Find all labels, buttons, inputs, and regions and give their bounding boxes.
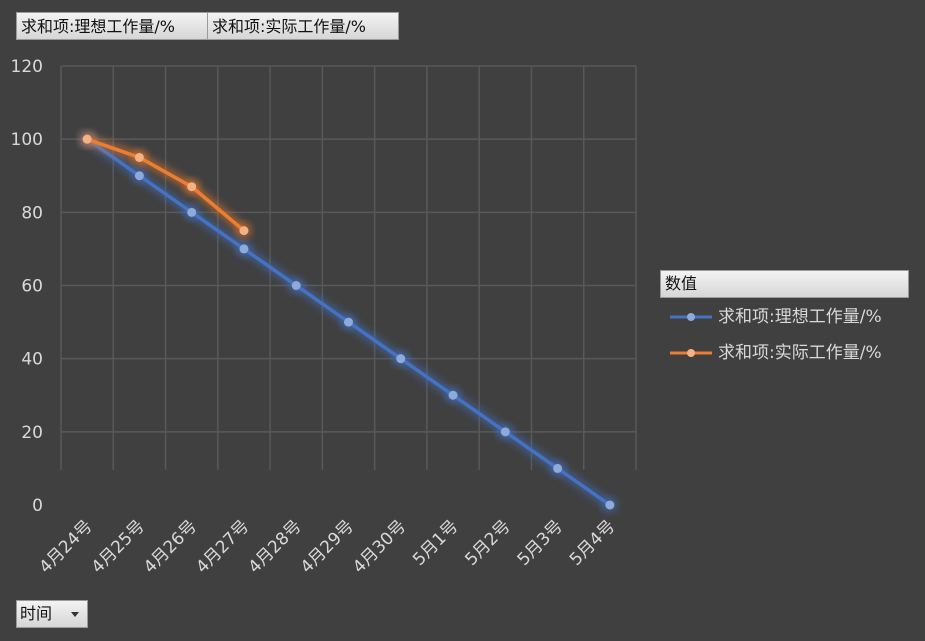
chart-labels: 0 20 40 60 80 100 120 4月24号4月25号4月26号4月27号4月28号… <box>11 57 620 578</box>
x-tick-label: 4月30号 <box>349 516 410 577</box>
data-point-ideal[interactable] <box>239 244 249 254</box>
series-line-actual[interactable] <box>86 137 246 232</box>
data-point-ideal[interactable] <box>134 171 144 181</box>
data-point-actual[interactable] <box>82 134 92 144</box>
field-button-actual[interactable]: 求和项:实际工作量/% <box>207 12 399 40</box>
data-point-ideal[interactable] <box>448 390 458 400</box>
legend-title[interactable]: 数值 <box>660 270 909 298</box>
y-tick-label: 20 <box>21 423 43 443</box>
x-tick-label: 4月24号 <box>36 516 97 577</box>
chart-grid <box>60 65 637 470</box>
legend-line-actual-icon <box>670 349 712 357</box>
y-tick-label: 100 <box>11 130 43 150</box>
x-tick-label: 4月29号 <box>297 516 358 577</box>
legend-label-actual: 求和项:实际工作量/% <box>718 343 882 363</box>
legend-item-ideal: 求和项:理想工作量/% <box>668 303 882 331</box>
y-tick-label: 60 <box>21 277 43 297</box>
y-tick-label: 120 <box>11 57 43 77</box>
chart-series <box>79 131 618 513</box>
y-tick-label: 80 <box>21 203 43 223</box>
x-tick-label: 5月4号 <box>566 516 619 569</box>
data-point-actual[interactable] <box>239 226 249 236</box>
x-tick-label: 5月1号 <box>409 516 462 569</box>
data-point-ideal[interactable] <box>605 500 615 510</box>
data-point-ideal[interactable] <box>500 427 510 437</box>
time-filter-button[interactable]: 时间 <box>16 600 88 628</box>
dropdown-arrow-icon[interactable] <box>71 612 79 617</box>
y-tick-label: 40 <box>21 350 43 370</box>
time-filter-label: 时间 <box>20 604 53 623</box>
field-button-ideal[interactable]: 求和项:理想工作量/% <box>16 12 208 40</box>
legend-item-actual: 求和项:实际工作量/% <box>668 339 882 367</box>
y-tick-label: 0 <box>32 496 43 516</box>
legend-line-ideal-icon <box>670 313 712 321</box>
data-point-ideal[interactable] <box>187 207 197 217</box>
x-tick-label: 4月26号 <box>140 516 201 577</box>
data-point-actual[interactable] <box>134 152 144 162</box>
data-point-ideal[interactable] <box>344 317 353 327</box>
data-point-ideal[interactable] <box>553 463 563 473</box>
data-point-actual[interactable] <box>187 182 197 192</box>
data-point-ideal[interactable] <box>396 354 406 364</box>
x-tick-label: 5月2号 <box>461 516 514 569</box>
legend-label-ideal: 求和项:理想工作量/% <box>718 307 882 327</box>
x-tick-label: 4月25号 <box>88 516 149 577</box>
x-tick-label: 4月27号 <box>192 516 253 577</box>
data-point-ideal[interactable] <box>291 281 301 290</box>
x-tick-label: 5月3号 <box>514 516 567 569</box>
x-tick-label: 4月28号 <box>245 516 306 577</box>
